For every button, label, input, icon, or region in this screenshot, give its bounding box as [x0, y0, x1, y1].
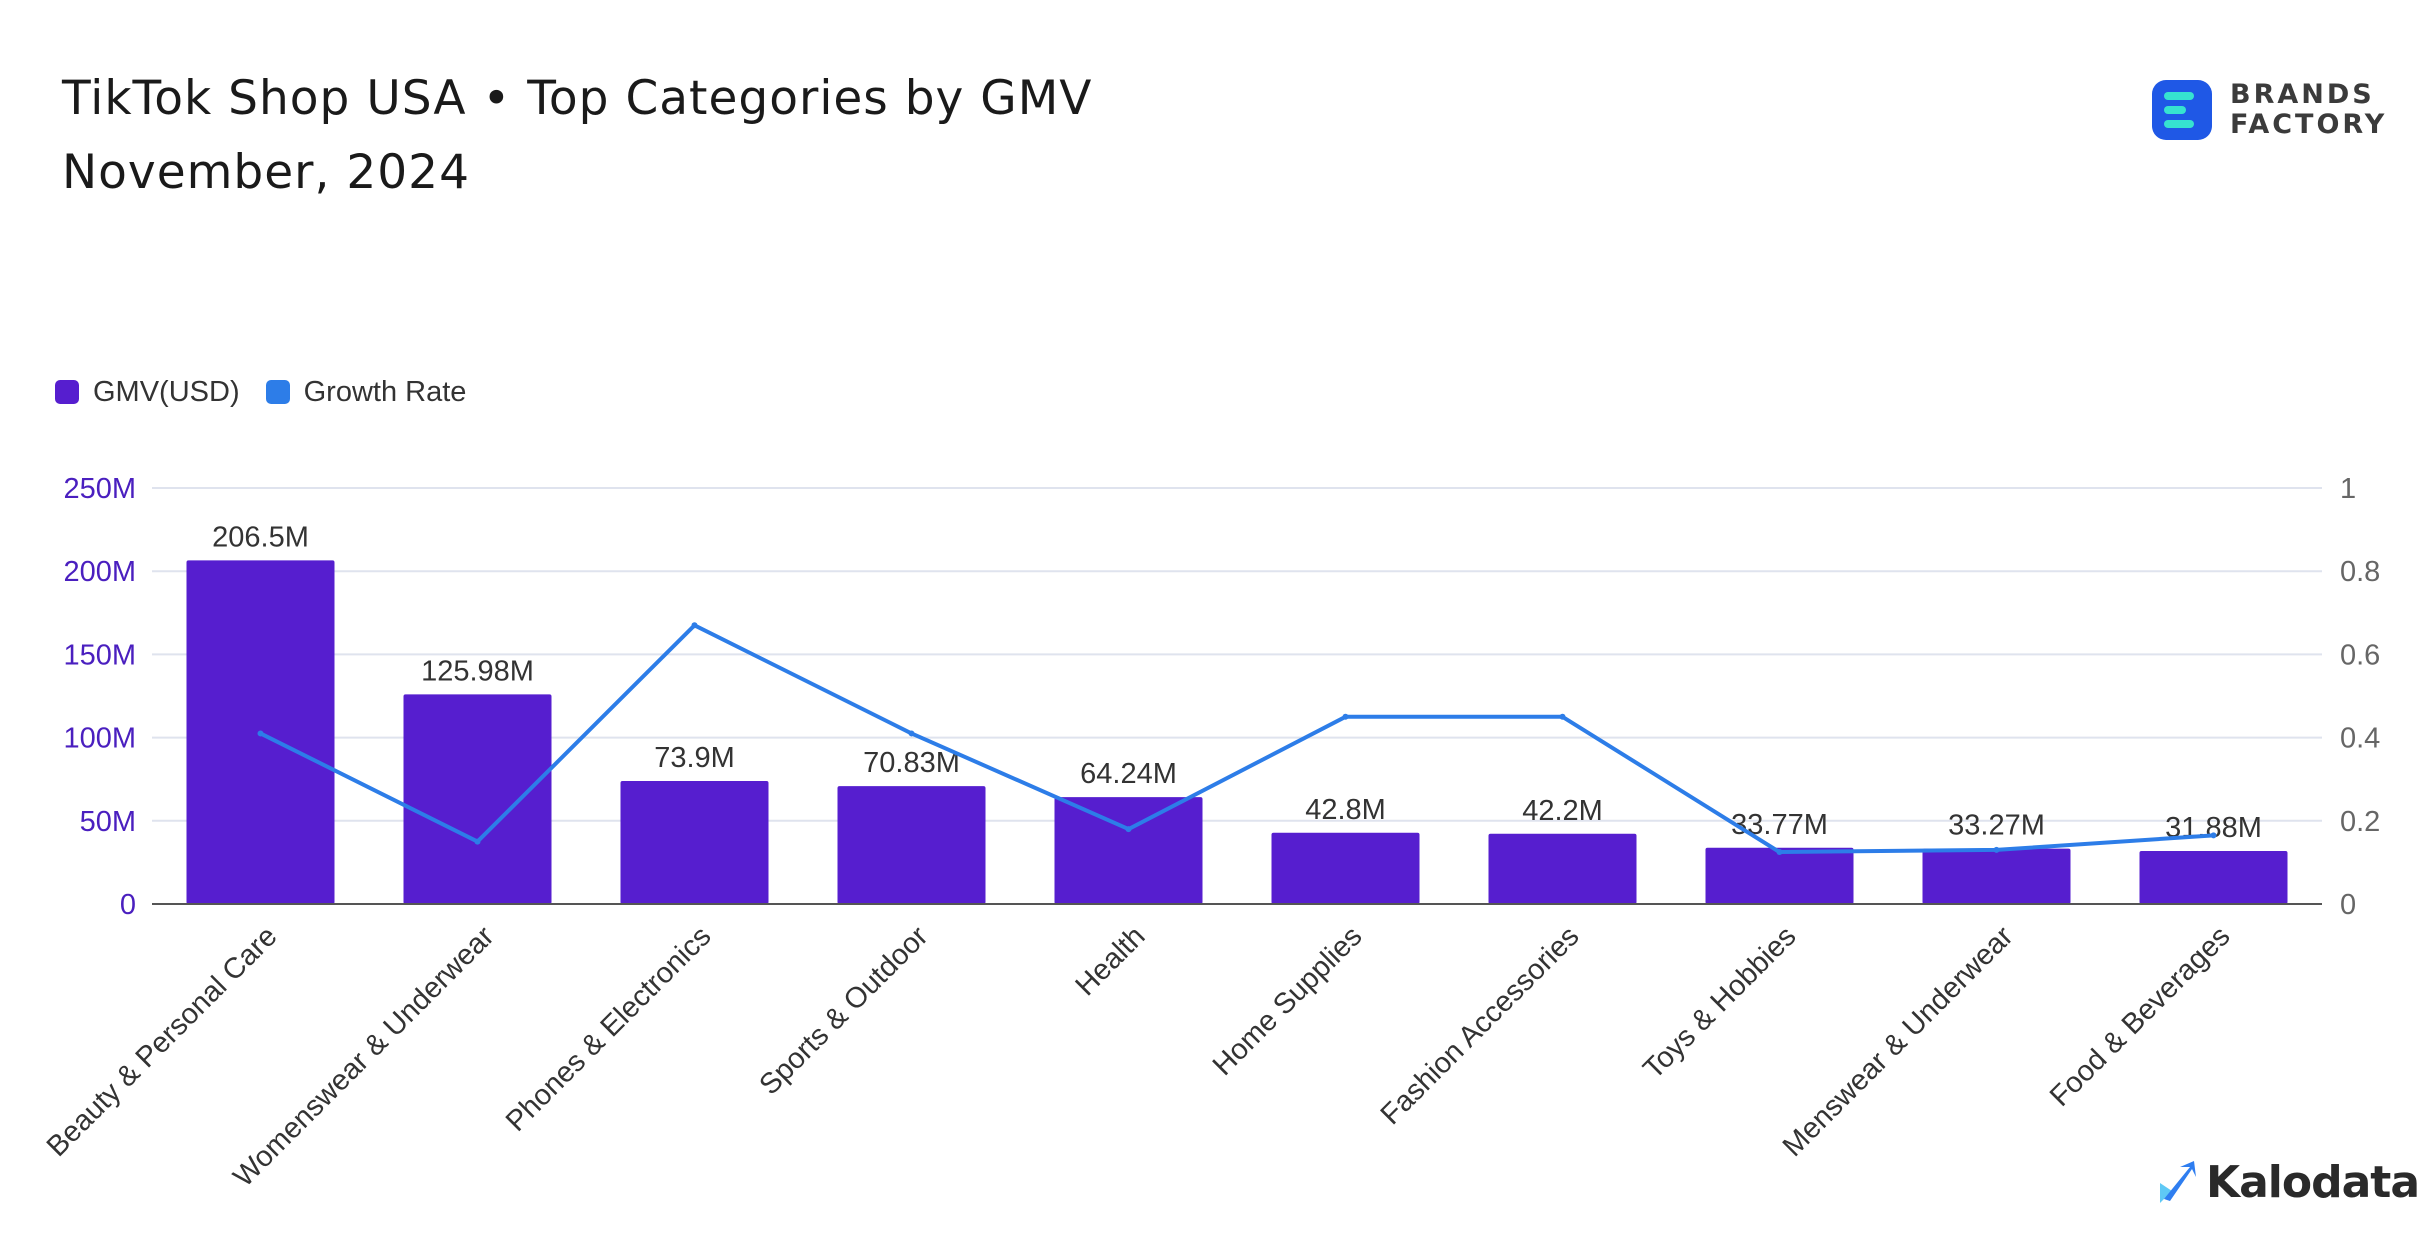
- growth-rate-point[interactable]: [2210, 832, 2217, 839]
- legend-label-gmv: GMV(USD): [93, 375, 240, 408]
- right-tick-label: 0: [2340, 889, 2356, 921]
- bar[interactable]: [1922, 848, 2071, 904]
- growth-rate-line[interactable]: [259, 623, 2214, 854]
- right-tick-label: 0.6: [2340, 639, 2380, 671]
- legend-label-growth-rate: Growth Rate: [303, 375, 467, 408]
- kalodata-name: Kalodata: [2206, 1156, 2420, 1208]
- bar[interactable]: [620, 781, 769, 904]
- x-tick-label: Beauty & Personal Care: [41, 920, 284, 1163]
- bar-data-label: 33.77M: [1731, 809, 1828, 841]
- brand-line-2: FACTORY: [2230, 109, 2388, 140]
- bar-data-label: 125.98M: [421, 655, 534, 687]
- growth-rate-point[interactable]: [1125, 826, 1132, 833]
- bar[interactable]: [1488, 833, 1637, 904]
- right-tick-label: 1: [2340, 473, 2356, 505]
- growth-rate-point[interactable]: [1776, 849, 1783, 855]
- left-tick-label: 200M: [63, 556, 136, 588]
- legend-item-gmv[interactable]: GMV(USD): [55, 376, 240, 409]
- left-tick-label: 0: [120, 889, 136, 921]
- chart-title-block: TikTok Shop USA • Top Categories by GMV …: [62, 62, 1092, 210]
- chart-title: TikTok Shop USA • Top Categories by GMV: [62, 71, 1093, 126]
- right-tick-label: 0.4: [2340, 723, 2380, 755]
- left-tick-label: 250M: [63, 473, 136, 505]
- growth-rate-point[interactable]: [1342, 713, 1349, 720]
- x-tick-label: Health: [1070, 920, 1152, 1002]
- bar-data-label: 206.5M: [212, 521, 309, 553]
- bar[interactable]: [403, 694, 552, 904]
- bar[interactable]: [837, 786, 986, 904]
- bar[interactable]: [1705, 847, 1854, 904]
- left-tick-label: 100M: [63, 723, 136, 755]
- growth-rate-point[interactable]: [1559, 713, 1566, 720]
- brands-factory-logo: BRANDS FACTORY: [2150, 78, 2400, 142]
- brands-factory-logo-icon: [2152, 80, 2212, 140]
- brand-line-1: BRANDS: [2230, 79, 2375, 110]
- bar-series: [186, 560, 2288, 904]
- x-tick-label: Food & Beverages: [2044, 920, 2236, 1112]
- x-tick-label: Home Supplies: [1207, 920, 1369, 1082]
- left-y-axis: 0 50M 100M 150M 200M 250M: [63, 473, 136, 921]
- bar-data-labels: 206.5M 125.98M 73.9M 70.83M 64.24M 42.8M 42.2M…: [212, 521, 2262, 844]
- legend-swatch-growth-rate: [265, 380, 290, 404]
- growth-rate-point[interactable]: [257, 730, 264, 737]
- x-tick-label: Menswear & Underwear: [1777, 920, 2020, 1163]
- chart-legend: GMV(USD) Growth Rate: [55, 372, 466, 412]
- bar-data-label: 33.27M: [1948, 810, 2045, 842]
- bar-data-label: 73.9M: [654, 742, 735, 774]
- right-y-axis: 0 0.2 0.4 0.6 0.8 1: [2340, 473, 2380, 921]
- right-tick-label: 0.8: [2340, 556, 2380, 588]
- left-tick-label: 50M: [80, 806, 136, 838]
- line-series: [257, 622, 2217, 855]
- right-tick-label: 0.2: [2340, 806, 2380, 838]
- x-tick-label: Sports & Outdoor: [753, 920, 934, 1101]
- growth-rate-point[interactable]: [908, 730, 915, 737]
- brand-name: BRANDS FACTORY: [2230, 80, 2387, 140]
- bar-data-label: 42.8M: [1305, 794, 1386, 826]
- x-tick-label: Toys & Hobbies: [1637, 920, 1802, 1085]
- bar-data-label: 42.2M: [1522, 795, 1603, 827]
- kalodata-logo: Kalodata: [2156, 1152, 2420, 1212]
- legend-item-growth-rate[interactable]: Growth Rate: [265, 375, 467, 409]
- bar[interactable]: [2139, 850, 2288, 904]
- x-tick-label: Womenswear & Underwear: [227, 920, 500, 1193]
- kalodata-logo-icon: [2160, 1161, 2196, 1203]
- bar-data-label: 70.83M: [863, 747, 960, 779]
- bar[interactable]: [1271, 832, 1420, 904]
- growth-rate-point[interactable]: [1993, 846, 2000, 853]
- x-tick-label: Phones & Electronics: [500, 920, 718, 1138]
- left-tick-label: 150M: [63, 639, 136, 671]
- growth-rate-point[interactable]: [474, 838, 481, 845]
- x-tick-label: Fashion Accessories: [1375, 920, 1586, 1131]
- legend-swatch-gmv: [55, 380, 79, 404]
- chart-subtitle: November, 2024: [62, 145, 470, 200]
- bar[interactable]: [1054, 797, 1203, 904]
- growth-rate-point[interactable]: [691, 622, 698, 629]
- bar-data-label: 64.24M: [1080, 758, 1177, 790]
